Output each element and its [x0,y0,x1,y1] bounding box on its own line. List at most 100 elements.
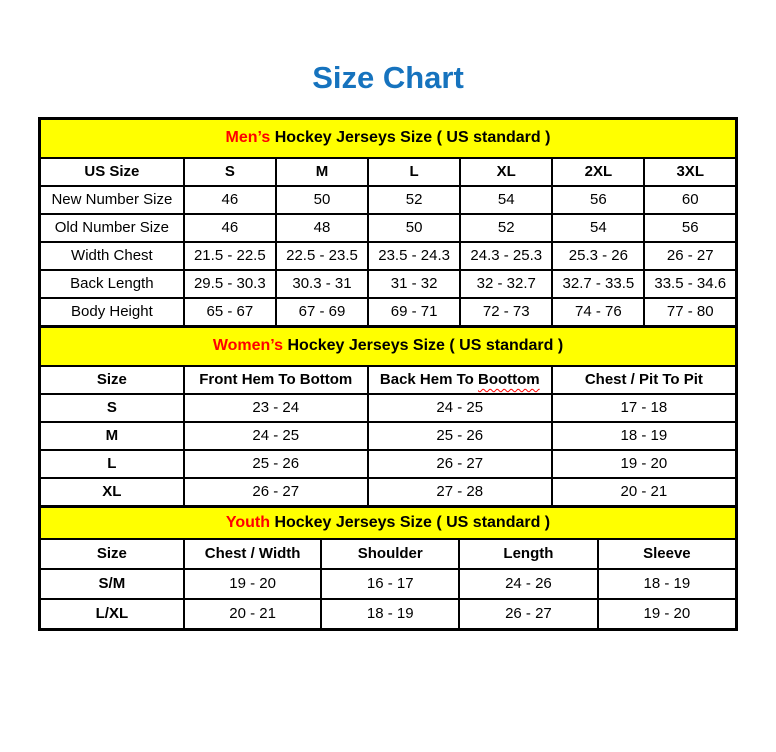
row-label: L [38,449,185,480]
women-band-row: Women’s Hockey Jerseys Size ( US standar… [38,325,738,368]
value-cell: 27 - 28 [366,477,553,508]
table-row: M 24 - 25 25 - 26 18 - 19 [38,421,738,452]
value-cell: 54 [551,213,646,244]
value-cell: 18 - 19 [320,598,461,631]
value-cell: 50 [274,185,370,216]
column-header-text: Back Hem To [379,371,478,389]
value-cell: 23.5 - 24.3 [367,241,462,272]
value-cell: 25 - 26 [182,449,369,480]
row-label: Body Height [38,297,185,328]
value-cell: 77 - 80 [643,297,738,328]
table-row: Body Height 65 - 67 67 - 69 69 - 71 72 - 73 7… [38,297,738,328]
value-cell: 46 [182,185,277,216]
women-header-row: Size Front Hem To Bottom Back Hem To Boott… [38,365,738,396]
value-cell: 56 [551,185,646,216]
column-header: Chest / Width [182,538,323,571]
value-cell: 24 - 25 [366,393,553,424]
value-cell: 52 [367,185,462,216]
value-cell: 26 - 27 [458,598,599,631]
value-cell: 32.7 - 33.5 [551,269,646,300]
table-row: Back Length 29.5 - 30.3 30.3 - 31 31 - 32 32… [38,269,738,300]
value-cell: 26 - 27 [182,477,369,508]
youth-section-band: Youth Hockey Jerseys Size ( US standard … [38,505,738,541]
value-cell: 19 - 20 [182,568,323,601]
column-header: Chest / Pit To Pit [550,365,738,396]
value-cell: 25 - 26 [366,421,553,452]
row-label: Back Length [38,269,185,300]
value-cell: 65 - 67 [182,297,277,328]
men-header-row: US Size S M L XL 2XL 3XL [38,157,738,188]
value-cell: 24 - 26 [458,568,599,601]
column-header: L [367,157,462,188]
women-size-table: Women’s Hockey Jerseys Size ( US standar… [38,324,738,508]
value-cell: 60 [643,185,738,216]
row-label: S/M [38,568,185,601]
column-header: Size [38,538,185,571]
column-header: Length [458,538,599,571]
row-label: Width Chest [38,241,185,272]
table-row: Width Chest 21.5 - 22.5 22.5 - 23.5 23.5 - … [38,241,738,272]
value-cell: 17 - 18 [550,393,738,424]
value-cell: 22.5 - 23.5 [274,241,370,272]
column-header: Size [38,365,185,396]
row-label: S [38,393,185,424]
value-cell: 25.3 - 26 [551,241,646,272]
men-size-table: Men’s Hockey Jerseys Size ( US standard … [38,116,738,328]
row-label: XL [38,477,185,508]
value-cell: 74 - 76 [551,297,646,328]
table-row: L 25 - 26 26 - 27 19 - 20 [38,449,738,480]
column-header: 3XL [643,157,738,188]
table-row: XL 26 - 27 27 - 28 20 - 21 [38,477,738,508]
value-cell: 26 - 27 [366,449,553,480]
women-band-text: Hockey Jerseys Size ( US standard ) [287,337,564,355]
women-section-band: Women’s Hockey Jerseys Size ( US standar… [38,325,738,368]
row-label: L/XL [38,598,185,631]
value-cell: 32 - 32.7 [459,269,554,300]
men-section-band: Men’s Hockey Jerseys Size ( US standard … [38,117,738,160]
value-cell: 46 [182,213,277,244]
column-header: Sleeve [596,538,738,571]
value-cell: 31 - 32 [367,269,462,300]
value-cell: 24.3 - 25.3 [459,241,554,272]
page-title: Size Chart [312,60,464,95]
table-row: L/XL 20 - 21 18 - 19 26 - 27 19 - 20 [38,598,738,631]
size-chart-page: Size Chart Men’s Hockey Jerseys Size ( U… [0,60,776,631]
value-cell: 24 - 25 [182,421,369,452]
value-cell: 54 [459,185,554,216]
column-header: M [274,157,370,188]
table-row: New Number Size 46 50 52 54 56 60 [38,185,738,216]
table-row: S 23 - 24 24 - 25 17 - 18 [38,393,738,424]
value-cell: 48 [274,213,370,244]
value-cell: 29.5 - 30.3 [182,269,277,300]
youth-size-table: Youth Hockey Jerseys Size ( US standard … [38,504,738,631]
value-cell: 30.3 - 31 [274,269,370,300]
column-header: S [182,157,277,188]
men-band-highlight: Men’s [225,129,271,147]
value-cell: 19 - 20 [596,598,738,631]
value-cell: 21.5 - 22.5 [182,241,277,272]
table-row: S/M 19 - 20 16 - 17 24 - 26 18 - 19 [38,568,738,601]
column-header: Front Hem To Bottom [182,365,369,396]
column-header: Back Hem To Boottom [366,365,553,396]
value-cell: 67 - 69 [274,297,370,328]
youth-header-row: Size Chest / Width Shoulder Length Sleeve [38,538,738,571]
column-header: Shoulder [320,538,461,571]
value-cell: 33.5 - 34.6 [643,269,738,300]
column-header: US Size [38,157,185,188]
size-tables-container: Men’s Hockey Jerseys Size ( US standard … [38,116,738,631]
column-header: XL [459,157,554,188]
value-cell: 69 - 71 [367,297,462,328]
value-cell: 18 - 19 [550,421,738,452]
men-band-row: Men’s Hockey Jerseys Size ( US standard … [38,117,738,160]
value-cell: 56 [643,213,738,244]
table-row: Old Number Size 46 48 50 52 54 56 [38,213,738,244]
misspelled-word: Boottom [477,371,540,389]
column-header: 2XL [551,157,646,188]
row-label: New Number Size [38,185,185,216]
value-cell: 20 - 21 [550,477,738,508]
value-cell: 50 [367,213,462,244]
men-band-text: Hockey Jerseys Size ( US standard ) [274,129,551,147]
women-band-highlight: Women’s [212,337,284,355]
value-cell: 18 - 19 [596,568,738,601]
value-cell: 19 - 20 [550,449,738,480]
